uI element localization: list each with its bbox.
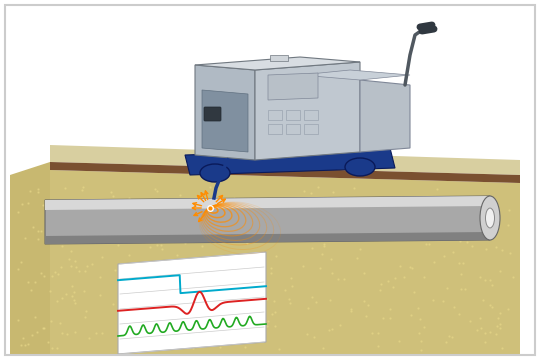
Ellipse shape — [480, 196, 500, 240]
Polygon shape — [195, 65, 255, 160]
Ellipse shape — [345, 158, 375, 176]
Polygon shape — [255, 62, 360, 160]
Polygon shape — [360, 80, 410, 152]
Polygon shape — [304, 110, 318, 120]
Polygon shape — [268, 110, 282, 120]
Polygon shape — [45, 196, 490, 210]
Polygon shape — [286, 124, 300, 134]
Polygon shape — [10, 162, 50, 355]
Polygon shape — [45, 196, 490, 244]
Polygon shape — [268, 73, 318, 100]
FancyBboxPatch shape — [204, 107, 221, 121]
Polygon shape — [195, 57, 360, 70]
Bar — [270, 55, 288, 61]
Polygon shape — [118, 252, 266, 354]
Polygon shape — [300, 70, 410, 80]
Polygon shape — [286, 110, 300, 120]
Polygon shape — [268, 124, 282, 134]
Polygon shape — [50, 162, 520, 183]
Polygon shape — [304, 124, 318, 134]
Ellipse shape — [485, 208, 495, 228]
Polygon shape — [185, 148, 395, 175]
Polygon shape — [202, 90, 248, 152]
Polygon shape — [45, 232, 490, 244]
Polygon shape — [50, 170, 520, 355]
Ellipse shape — [200, 164, 230, 182]
Polygon shape — [50, 145, 520, 175]
